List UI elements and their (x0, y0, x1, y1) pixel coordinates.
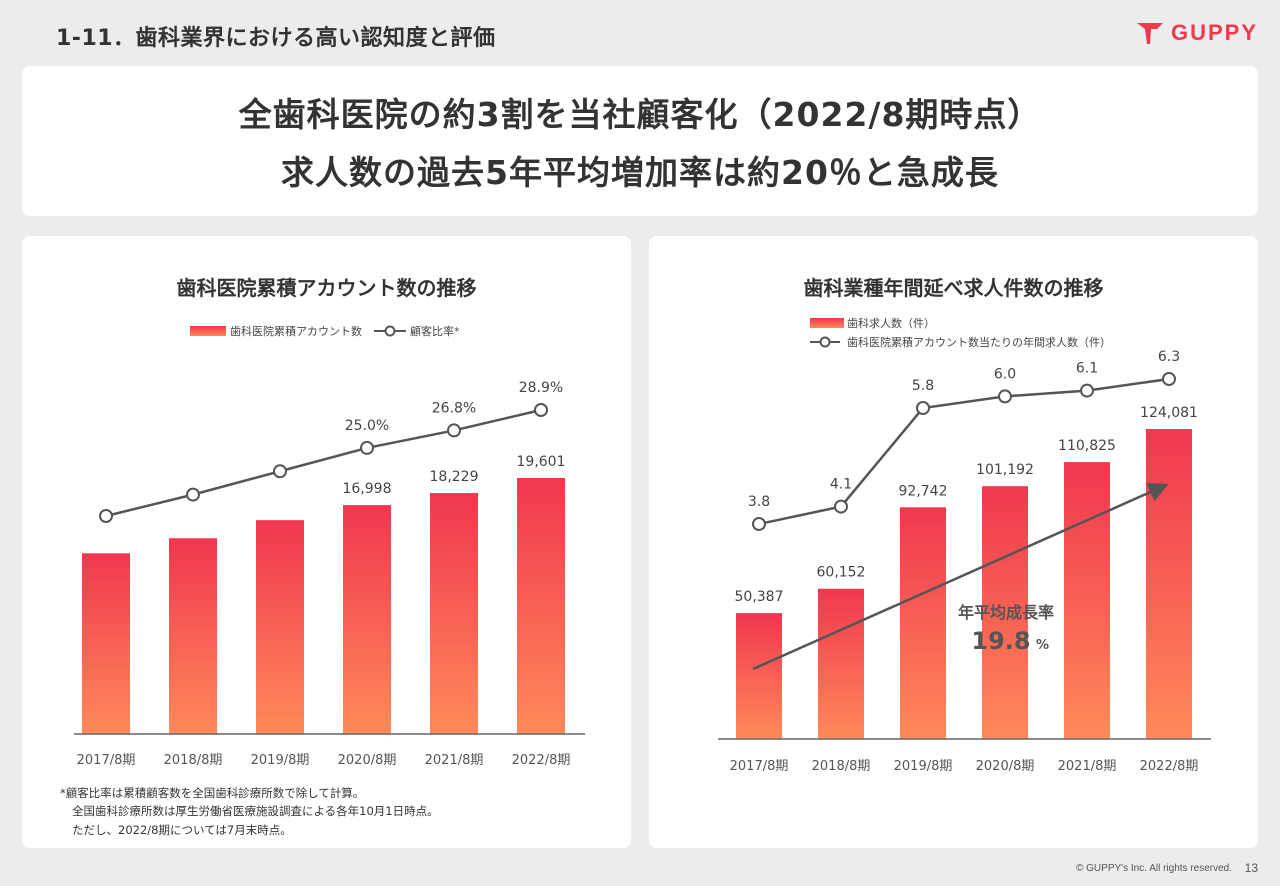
bar (818, 588, 864, 739)
x-tick-label: 2017/8期 (77, 753, 136, 768)
legend-marker-line (384, 325, 396, 337)
growth-arrow (752, 482, 1169, 671)
chart-panel-accounts: 歯科医院累積アカウント数の推移 歯科医院累積アカウント数 顧客比率* 2017/8期… (22, 236, 631, 848)
bar-value-label: 19,601 (517, 454, 566, 470)
line-value-label: 6.3 (1158, 349, 1180, 365)
bar (982, 486, 1028, 739)
headline-line-2: 求人数の過去5年平均増加率は約20％と急成長 (281, 153, 999, 192)
line-point (752, 517, 766, 531)
legend-swatch-bar (810, 318, 844, 328)
x-tick-label: 2017/8期 (730, 759, 789, 774)
legend-marker-line (819, 336, 831, 348)
bar (343, 505, 391, 734)
line-point (916, 401, 930, 415)
bar (82, 553, 130, 734)
bar-value-label: 50,387 (735, 589, 784, 605)
line-point (447, 423, 461, 438)
line-point (99, 509, 113, 523)
bar-value-label: 124,081 (1140, 405, 1198, 421)
line-point (273, 464, 287, 479)
bar (256, 520, 304, 734)
chart-accounts: 歯科医院累積アカウント数 顧客比率* 2017/8期 2018/8期 2019/8期 16… (74, 324, 585, 768)
bar-value-label: 92,742 (899, 483, 948, 499)
series-line (758, 377, 1170, 526)
bar (430, 493, 478, 734)
x-tick-label: 2018/8期 (812, 759, 871, 774)
series-line (105, 408, 542, 518)
line-point (834, 499, 848, 514)
logo: GUPPY (1135, 20, 1258, 46)
line-point (186, 487, 200, 502)
bar-value-label: 110,825 (1058, 438, 1116, 454)
annotation-unit: % (1036, 638, 1049, 653)
annotation-value: 19.8 (971, 627, 1030, 655)
headline-line-1: 全歯科医院の約3割を当社顧客化（2022/8期時点） (238, 95, 1042, 134)
line-value-label: 6.0 (994, 366, 1016, 382)
bar (1064, 462, 1110, 739)
chart-note: *顧客比率は累積顧客数を全国歯科診療所数で除して計算。 全国歯科診療所数は厚生労… (60, 784, 439, 839)
note-line-1: *顧客比率は累積顧客数を全国歯科診療所数で除して計算。 (60, 786, 365, 800)
legend-label-bar: 歯科医院累積アカウント数 (230, 324, 362, 338)
legend-label-line: 歯科医院累積アカウント数当たりの年間求人数（件） (847, 335, 1111, 349)
chart-legend: 歯科求人数（件） 歯科医院累積アカウント数当たりの年間求人数（件） (810, 316, 1111, 349)
bar-value-label: 60,152 (817, 565, 866, 581)
x-tick-label: 2019/8期 (894, 759, 953, 774)
line-point (1162, 372, 1176, 386)
bar-value-label: 101,192 (976, 462, 1034, 478)
x-tick-label: 2021/8期 (1058, 759, 1117, 774)
line-point (360, 440, 374, 455)
x-tick-label: 2020/8期 (976, 759, 1035, 774)
line-point (998, 389, 1012, 404)
legend-swatch-bar (190, 326, 226, 336)
x-tick-label: 2018/8期 (164, 753, 223, 768)
line-value-label: 5.8 (912, 378, 934, 394)
chart-panel-jobs: 歯科業種年間延べ求人件数の推移 歯科求人数（件） 歯科医院累積アカウント数当たりの… (649, 236, 1258, 848)
bar-value-label: 18,229 (430, 469, 479, 485)
headline-card: 全歯科医院の約3割を当社顧客化（2022/8期時点） 求人数の過去5年平均増加率… (22, 66, 1258, 216)
annotation-label: 年平均成長率 (958, 603, 1054, 622)
line-value-label: 6.1 (1076, 361, 1098, 377)
line-value-label: 28.9% (519, 380, 563, 396)
section-title: 1-11．歯科業界における高い認知度と評価 (56, 26, 496, 51)
x-tick-label: 2019/8期 (251, 753, 310, 768)
guppy-logo-icon (1136, 23, 1163, 44)
chart-jobs: 歯科求人数（件） 歯科医院累積アカウント数当たりの年間求人数（件） 50,387 20… (718, 316, 1211, 774)
chart-legend: 歯科医院累積アカウント数 顧客比率* (190, 324, 460, 338)
chart-title-accounts: 歯科医院累積アカウント数の推移 (176, 276, 477, 300)
footer-copyright: © GUPPY's Inc. All rights reserved. (1076, 863, 1232, 874)
bar (900, 507, 946, 739)
bar (736, 613, 782, 739)
page-number: 13 (1244, 861, 1258, 875)
legend-label-bar: 歯科求人数（件） (847, 316, 935, 330)
x-tick-label: 2022/8期 (512, 753, 571, 768)
chart-title-jobs: 歯科業種年間延べ求人件数の推移 (803, 276, 1104, 300)
note-line-3: ただし、2022/8期については7月末時点。 (72, 822, 292, 837)
legend-label-line: 顧客比率* (410, 324, 460, 338)
line-value-label: 25.0% (345, 418, 389, 434)
line-point (534, 403, 548, 417)
x-tick-label: 2020/8期 (338, 753, 397, 768)
logo-text: GUPPY (1170, 20, 1258, 45)
note-line-2: 全国歯科診療所数は厚生労働省医療施設調査による各年10月1日時点。 (72, 804, 439, 819)
bar-value-label: 16,998 (343, 481, 392, 497)
bar (1146, 429, 1192, 739)
line-point (1080, 383, 1094, 398)
x-tick-label: 2021/8期 (425, 753, 484, 768)
line-value-label: 26.8% (432, 400, 476, 416)
line-value-label: 4.1 (830, 477, 852, 493)
line-value-label: 3.8 (748, 494, 770, 510)
x-tick-label: 2022/8期 (1140, 759, 1199, 774)
bar (169, 538, 217, 734)
bar (517, 478, 565, 734)
